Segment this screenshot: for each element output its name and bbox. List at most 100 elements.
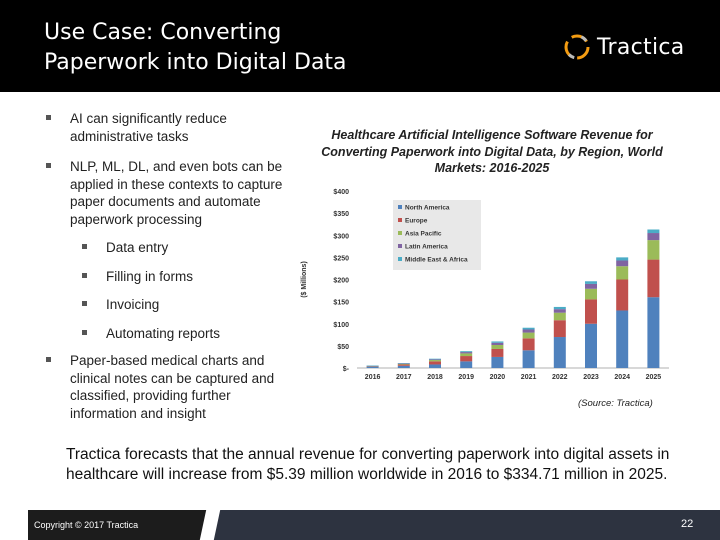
y-tick-label: $- bbox=[343, 366, 350, 373]
legend-label: Europe bbox=[405, 218, 428, 225]
bar-segment bbox=[366, 365, 379, 367]
bullet-marker-icon bbox=[82, 244, 87, 249]
bar-segment bbox=[522, 350, 535, 368]
x-tick-label: 2018 bbox=[427, 374, 443, 381]
bar-segment bbox=[616, 266, 629, 280]
sub-bullet-text: Data entry bbox=[106, 240, 169, 255]
bullet-list: AI can significantly reduce administrati… bbox=[44, 110, 289, 422]
bar-segment bbox=[616, 260, 629, 267]
legend-label: North America bbox=[405, 205, 450, 212]
sub-bullet-item: Invoicing bbox=[44, 296, 289, 314]
bar-segment bbox=[429, 359, 441, 361]
bullet-marker-icon bbox=[82, 272, 87, 278]
bar-segment bbox=[397, 363, 410, 365]
legend-box bbox=[393, 200, 481, 270]
x-tick-label: 2023 bbox=[583, 374, 599, 381]
bar-segment bbox=[522, 327, 535, 330]
bar-segment bbox=[553, 337, 566, 368]
legend-swatch bbox=[398, 244, 402, 248]
y-axis-label: ($ Millions) bbox=[301, 261, 308, 298]
bar-segment bbox=[429, 364, 441, 368]
legend-swatch bbox=[398, 257, 402, 261]
x-tick-label: 2022 bbox=[552, 374, 568, 381]
tractica-logo: Tractica bbox=[563, 33, 685, 61]
bar-segment bbox=[460, 353, 473, 357]
bar-segment bbox=[616, 279, 629, 311]
y-tick-label: $200 bbox=[333, 278, 349, 285]
forecast-text: Tractica forecasts that the annual reven… bbox=[66, 446, 670, 483]
y-tick-label: $400 bbox=[333, 189, 349, 196]
copyright-text: Copyright © 2017 Tractica bbox=[34, 520, 139, 530]
y-tick-label: $50 bbox=[337, 344, 349, 351]
bar-segment bbox=[366, 366, 379, 368]
bar-segment bbox=[491, 341, 504, 343]
bar-segment bbox=[553, 320, 566, 338]
bullet-marker-icon bbox=[46, 163, 51, 168]
x-tick-label: 2019 bbox=[458, 374, 474, 381]
chart-source: (Source: Tractica) bbox=[578, 398, 653, 409]
sub-bullet-text: Invoicing bbox=[106, 297, 160, 312]
bar-segment bbox=[397, 364, 410, 366]
bar-segment bbox=[397, 365, 410, 368]
x-tick-label: 2020 bbox=[490, 374, 506, 381]
bar-segment bbox=[429, 361, 441, 365]
bar-segment bbox=[585, 323, 597, 368]
bar-segment bbox=[647, 259, 660, 298]
sub-bullet-item: Data entry bbox=[44, 239, 289, 257]
x-tick-label: 2024 bbox=[614, 374, 630, 381]
bar-segment bbox=[397, 363, 410, 364]
bar-segment bbox=[647, 233, 660, 241]
bullet-text: NLP, ML, DL, and even bots can be applie… bbox=[70, 159, 283, 227]
bar-segment bbox=[647, 240, 660, 260]
tractica-logo-icon bbox=[564, 34, 590, 60]
bar-segment bbox=[553, 309, 566, 313]
sub-bullet-item: Automating reports bbox=[44, 325, 289, 343]
bar-segment bbox=[429, 358, 441, 360]
bullet-item: AI can significantly reduce administrati… bbox=[44, 110, 289, 145]
footer-right-band bbox=[212, 510, 720, 540]
bar-segment bbox=[553, 306, 566, 310]
sub-bullet-text: Filling in forms bbox=[106, 268, 194, 284]
bar-segment bbox=[460, 356, 473, 362]
bar-segment bbox=[491, 342, 504, 345]
legend-swatch bbox=[398, 231, 402, 235]
legend-label: Middle East & Africa bbox=[405, 257, 468, 264]
bar-segment bbox=[522, 329, 535, 333]
bullet-item: NLP, ML, DL, and even bots can be applie… bbox=[44, 158, 289, 228]
bullet-item: Paper-based medical charts and clinical … bbox=[44, 352, 289, 422]
bar-segment bbox=[366, 366, 379, 367]
page-number: 22 bbox=[681, 518, 694, 530]
y-tick-label: $100 bbox=[333, 322, 349, 329]
x-tick-label: 2025 bbox=[646, 374, 662, 381]
slide-title: Use Case: Converting Paperwork into Digi… bbox=[44, 18, 464, 78]
bar-segment bbox=[522, 338, 535, 351]
bar-segment bbox=[491, 344, 504, 349]
x-tick-label: 2017 bbox=[396, 374, 412, 381]
bar-segment bbox=[616, 310, 629, 368]
bar-segment bbox=[616, 257, 629, 261]
bar-segment bbox=[522, 332, 535, 339]
sub-bullet-item: Filling in forms bbox=[44, 268, 289, 286]
bar-segment bbox=[460, 352, 473, 354]
bar-segment bbox=[585, 288, 597, 300]
y-tick-label: $300 bbox=[333, 233, 349, 240]
title-bar: Use Case: Converting Paperwork into Digi… bbox=[0, 0, 720, 92]
bullet-text: AI can significantly reduce administrati… bbox=[70, 111, 227, 144]
bar-segment bbox=[585, 299, 597, 324]
bar-segment bbox=[397, 363, 410, 364]
bar-segment bbox=[460, 351, 473, 353]
bullet-marker-icon bbox=[46, 357, 51, 362]
bar-segment bbox=[585, 281, 597, 284]
legend-swatch bbox=[398, 205, 402, 209]
logo-text: Tractica bbox=[597, 34, 685, 60]
legend-label: Latin America bbox=[405, 244, 448, 251]
bar-segment bbox=[429, 360, 441, 362]
revenue-chart: $- $50 $100 $150 $200 $250 $300 $350 $400 ($ Mill… bbox=[301, 189, 669, 381]
bar-segment bbox=[585, 283, 597, 289]
bullet-marker-icon bbox=[82, 329, 87, 335]
y-tick-label: $350 bbox=[333, 211, 349, 218]
legend-swatch bbox=[398, 218, 402, 222]
bar-segment bbox=[553, 312, 566, 321]
bullet-marker-icon bbox=[82, 301, 87, 306]
bar-segment bbox=[460, 361, 473, 368]
